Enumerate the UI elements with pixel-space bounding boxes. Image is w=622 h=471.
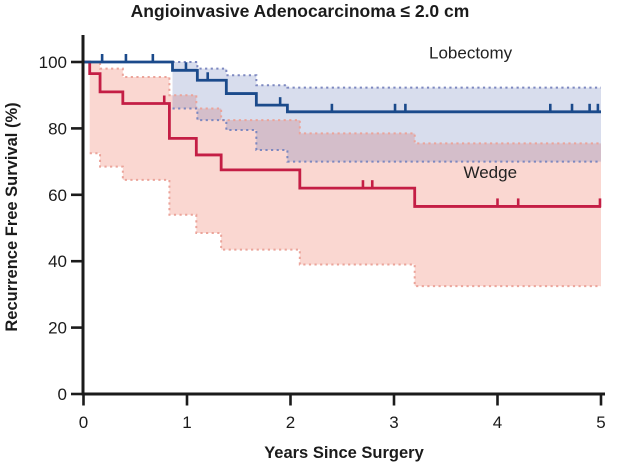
lobectomy-ci-upper-line — [172, 61, 601, 89]
x-tick-label: 3 — [389, 413, 398, 432]
wedge-confidence-band — [89, 62, 602, 287]
y-tick-label: 60 — [48, 186, 67, 205]
wedge-survival-curve — [83, 60, 601, 208]
lobectomy-ci-lower-line — [172, 107, 601, 163]
x-tick-label: 4 — [493, 413, 502, 432]
series-label-wedge: Wedge — [463, 163, 517, 182]
confidence-bands-layer — [89, 62, 602, 287]
x-tick-label: 1 — [182, 413, 191, 432]
x-tick-label: 5 — [596, 413, 605, 432]
x-tick-label: 2 — [286, 413, 295, 432]
survival-curves-layer — [83, 54, 602, 208]
x-axis-label: Years Since Surgery — [264, 444, 424, 462]
y-tick-label: 0 — [58, 385, 67, 404]
y-tick-label: 40 — [48, 252, 67, 271]
tick-labels-layer: 0 20 40 60 80 100 0 1 2 3 4 5 — [39, 53, 606, 432]
wedge-ci-lower-line — [89, 152, 601, 288]
y-tick-label: 100 — [39, 53, 67, 72]
x-tick-label: 0 — [79, 413, 88, 432]
chart-title: Angioinvasive Adenocarcinoma ≤ 2.0 cm — [131, 1, 470, 21]
y-axis-label: Recurrence Free Survival (%) — [3, 102, 21, 331]
axes-layer — [71, 35, 605, 406]
y-tick-label: 20 — [48, 319, 67, 338]
confidence-bound-lines-layer — [89, 61, 601, 288]
wedge-ci-upper-line — [89, 61, 601, 145]
y-tick-label: 80 — [48, 119, 67, 138]
lobectomy-survival-curve — [83, 60, 601, 114]
series-label-lobectomy: Lobectomy — [429, 44, 513, 63]
series-labels-layer: Wedge Lobectomy — [429, 44, 517, 183]
